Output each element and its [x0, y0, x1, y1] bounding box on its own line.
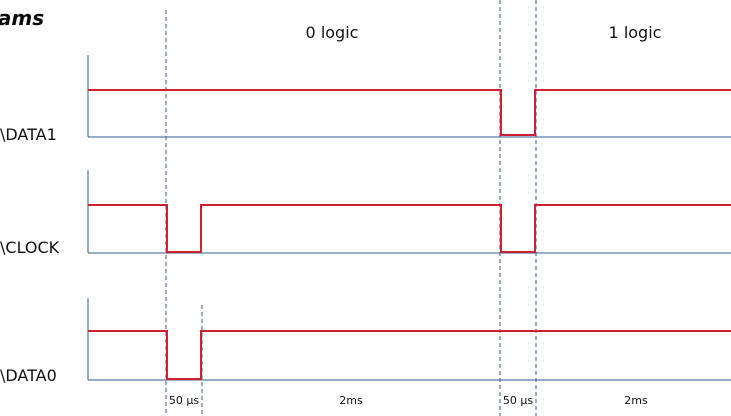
diagram-heading: rams: [0, 6, 45, 30]
phase-label-zero-logic: 0 logic: [305, 23, 359, 42]
time-label-gap-b: 2ms: [624, 394, 648, 407]
waveform-data1: [88, 89, 731, 136]
time-label-pulse-a: 50 µs: [168, 394, 200, 407]
time-label-pulse-b: 50 µs: [502, 394, 534, 407]
waveform-clock: [88, 204, 731, 253]
signal-label-data0: \DATA0: [0, 366, 57, 385]
phase-label-one-logic: 1 logic: [608, 23, 662, 42]
signal-label-clock: \CLOCK: [0, 238, 60, 257]
waveform-data0: [88, 330, 731, 380]
signal-label-data1: \DATA1: [0, 125, 57, 144]
time-label-gap-a: 2ms: [339, 394, 363, 407]
